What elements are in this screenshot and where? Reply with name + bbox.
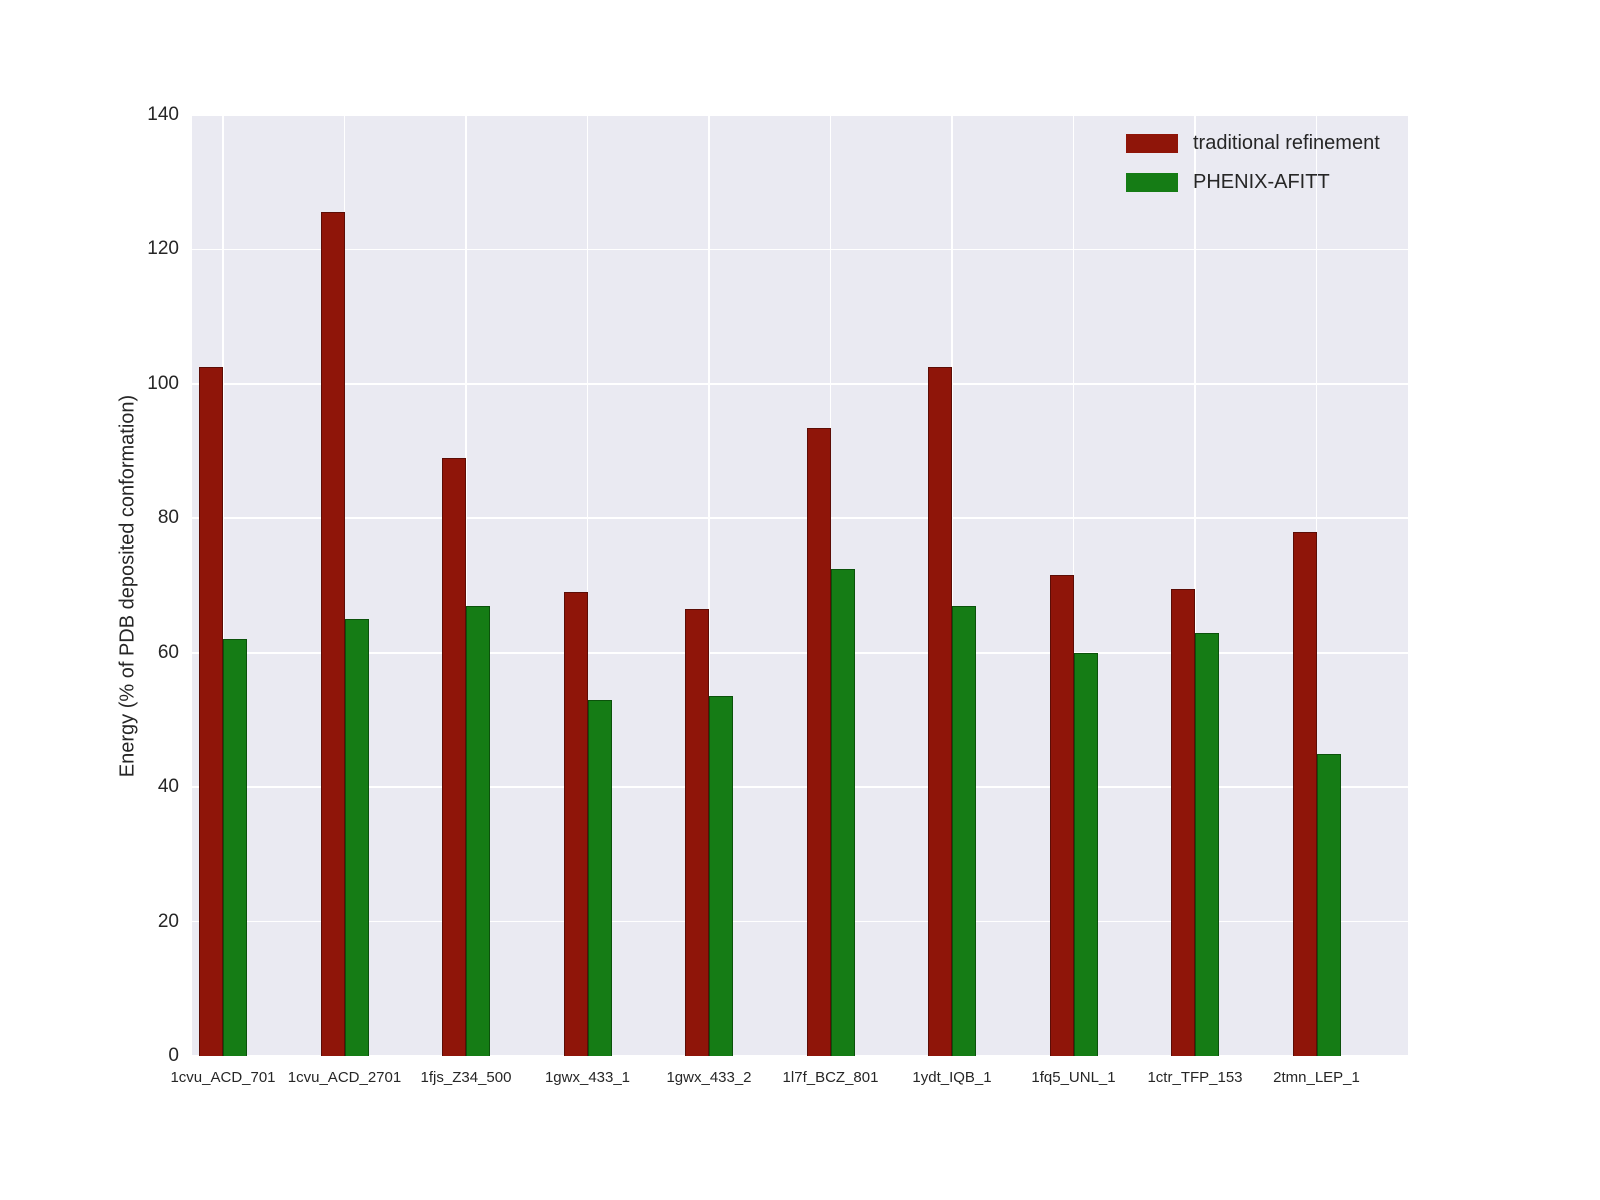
bar-phenix-afitt xyxy=(344,619,369,1056)
x-tick-label: 1ydt_IQB_1 xyxy=(912,1069,992,1086)
x-tick-label: 1ctr_TFP_153 xyxy=(1147,1069,1243,1086)
legend-swatch-traditional-refinement xyxy=(1126,134,1178,153)
bar-traditional-refinement xyxy=(563,592,588,1056)
bar-traditional-refinement xyxy=(1292,531,1317,1056)
y-tick-label: 80 xyxy=(157,507,179,529)
bar-phenix-afitt xyxy=(466,605,490,1056)
x-tick-label: 1fq5_UNL_1 xyxy=(1031,1069,1116,1086)
legend-label-traditional-refinement: traditional refinement xyxy=(1193,132,1380,154)
bar-phenix-afitt xyxy=(1316,753,1341,1056)
bar-traditional-refinement xyxy=(1049,575,1074,1056)
y-tick-label: 0 xyxy=(168,1045,179,1066)
bar-traditional-refinement xyxy=(806,427,831,1056)
y-tick-label: 60 xyxy=(157,641,179,663)
gridline-horizontal xyxy=(192,920,1408,923)
gridline-horizontal xyxy=(192,114,1408,116)
gridline-horizontal xyxy=(192,651,1408,654)
bar-phenix-afitt xyxy=(1073,652,1098,1056)
plot-area xyxy=(192,114,1408,1057)
y-axis-label: Energy (% of PDB deposited conformation) xyxy=(116,394,139,778)
bar-traditional-refinement xyxy=(928,367,952,1056)
bar-phenix-afitt xyxy=(587,699,612,1056)
bar-traditional-refinement xyxy=(685,609,709,1056)
bar-phenix-afitt xyxy=(223,639,247,1056)
x-tick-label: 1cvu_ACD_2701 xyxy=(287,1069,402,1086)
gridline-horizontal xyxy=(192,248,1408,251)
y-tick-label: 140 xyxy=(147,104,179,125)
gridline-vertical xyxy=(586,115,589,1056)
gridline-vertical xyxy=(708,115,710,1056)
bar-phenix-afitt xyxy=(709,696,733,1056)
legend: traditional refinement PHENIX-AFITT xyxy=(1126,132,1380,194)
bar-traditional-refinement xyxy=(442,457,466,1056)
legend-item-traditional-refinement: traditional refinement xyxy=(1126,132,1380,155)
x-tick-label: 1l7f_BCZ_801 xyxy=(782,1069,879,1086)
x-tick-label: 1gwx_433_1 xyxy=(544,1069,631,1086)
y-tick-label: 120 xyxy=(147,238,179,260)
legend-item-phenix-afitt: PHENIX-AFITT xyxy=(1126,171,1380,194)
bar-traditional-refinement xyxy=(1171,588,1195,1056)
x-tick-label: 1fjs_Z34_500 xyxy=(420,1069,512,1086)
bar-traditional-refinement xyxy=(199,367,223,1056)
y-tick-label: 40 xyxy=(157,776,179,798)
legend-swatch-phenix-afitt xyxy=(1126,173,1178,192)
x-tick-label: 2tmn_LEP_1 xyxy=(1273,1069,1360,1086)
gridline-horizontal xyxy=(192,1055,1408,1057)
gridline-horizontal xyxy=(192,517,1408,520)
legend-label-phenix-afitt: PHENIX-AFITT xyxy=(1193,171,1330,193)
y-tick-label: 20 xyxy=(157,910,179,932)
gridline-horizontal xyxy=(192,383,1408,385)
y-tick-label: 100 xyxy=(147,372,179,394)
bar-phenix-afitt xyxy=(1195,632,1219,1056)
x-tick-label: 1cvu_ACD_701 xyxy=(170,1069,276,1086)
gridline-horizontal xyxy=(192,786,1408,788)
x-tick-label: 1gwx_433_2 xyxy=(666,1069,752,1086)
bar-traditional-refinement xyxy=(320,212,345,1056)
gridline-vertical xyxy=(1194,115,1196,1056)
bar-phenix-afitt xyxy=(952,605,976,1056)
bar-phenix-afitt xyxy=(830,568,855,1056)
